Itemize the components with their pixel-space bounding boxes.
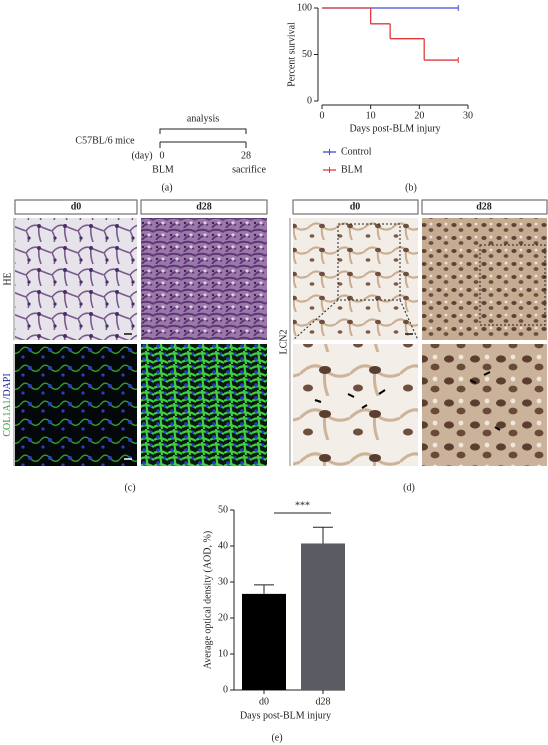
x-axis-label: Days post-BLM injury	[240, 710, 331, 721]
micrograph	[422, 218, 547, 340]
event-label: sacrifice	[232, 164, 266, 175]
timeline: C57BL/6 mice (day) analysis 0 BLM 28 sac…	[75, 113, 266, 175]
micrograph	[141, 344, 267, 466]
y-tick-label: 40	[218, 540, 228, 551]
x-tick-label: d0	[259, 696, 269, 707]
stain-label: /DAPI	[2, 373, 13, 399]
micrograph	[293, 344, 418, 466]
y-tick-label: 100	[297, 2, 312, 13]
panel-label: (c)	[124, 482, 135, 493]
row-label: COL1A1/DAPI	[2, 373, 13, 436]
x-tick-label: 0	[320, 110, 325, 121]
legend-label: BLM	[341, 164, 363, 175]
significance: ***	[295, 500, 310, 511]
time-unit: (day)	[131, 150, 152, 161]
column-header: d0	[71, 201, 82, 212]
panel-d: d0 d28 LCN2	[278, 199, 548, 466]
legend-label: Control	[341, 146, 372, 157]
zoom-box	[337, 223, 401, 301]
zoom-line	[399, 299, 419, 341]
y-tick-label: 30	[218, 576, 228, 587]
phase-bracket	[159, 128, 247, 134]
stain-label: COL1A1	[2, 399, 13, 436]
event-day: 28	[241, 150, 251, 161]
y-tick-label: 10	[218, 648, 228, 659]
row-label: HE	[2, 272, 13, 285]
panel-c: d0 d28 HE COL1A1/DAPI	[2, 199, 268, 466]
x-axis-label: Days post-BLM injury	[349, 123, 440, 134]
x-tick-label: d28	[316, 696, 331, 707]
column-header: d0	[350, 201, 361, 212]
y-tick-label: 50	[218, 504, 228, 515]
column-header-box	[140, 199, 268, 215]
zoom-box	[479, 244, 546, 326]
row-label: LCN2	[278, 330, 289, 355]
event-day: 0	[160, 150, 165, 161]
x-tick-label: 20	[414, 110, 424, 121]
y-axis-label: Average optical density (AOD, %)	[202, 531, 213, 669]
column-header: d28	[476, 201, 492, 212]
column-header-box	[421, 199, 548, 215]
micrograph	[15, 344, 137, 466]
panel-label: (a)	[161, 182, 172, 193]
y-tick-label: 0	[223, 684, 228, 695]
y-axis-label: Percent survival	[286, 22, 297, 87]
micrograph	[422, 344, 547, 466]
panel-label: (d)	[403, 482, 415, 493]
column-header-box	[292, 199, 419, 215]
y-tick-label: 0	[307, 95, 312, 106]
panel-label: (b)	[405, 182, 417, 193]
y-tick-label: 20	[218, 612, 228, 623]
strain: C57BL/6 mice	[75, 135, 135, 146]
x-tick-label: 30	[463, 110, 473, 121]
column-header-box	[14, 199, 138, 215]
micrograph	[15, 218, 137, 340]
bar	[242, 593, 286, 690]
column-header: d28	[196, 201, 212, 212]
bar	[301, 543, 345, 690]
micrograph	[293, 218, 418, 340]
phase: analysis	[187, 113, 219, 124]
y-tick-label: 50	[302, 49, 312, 60]
micrograph	[141, 218, 267, 340]
event-label: BLM	[152, 164, 174, 175]
x-tick-label: 10	[366, 110, 376, 121]
arrow	[314, 371, 501, 431]
panel-label: (e)	[271, 732, 282, 743]
